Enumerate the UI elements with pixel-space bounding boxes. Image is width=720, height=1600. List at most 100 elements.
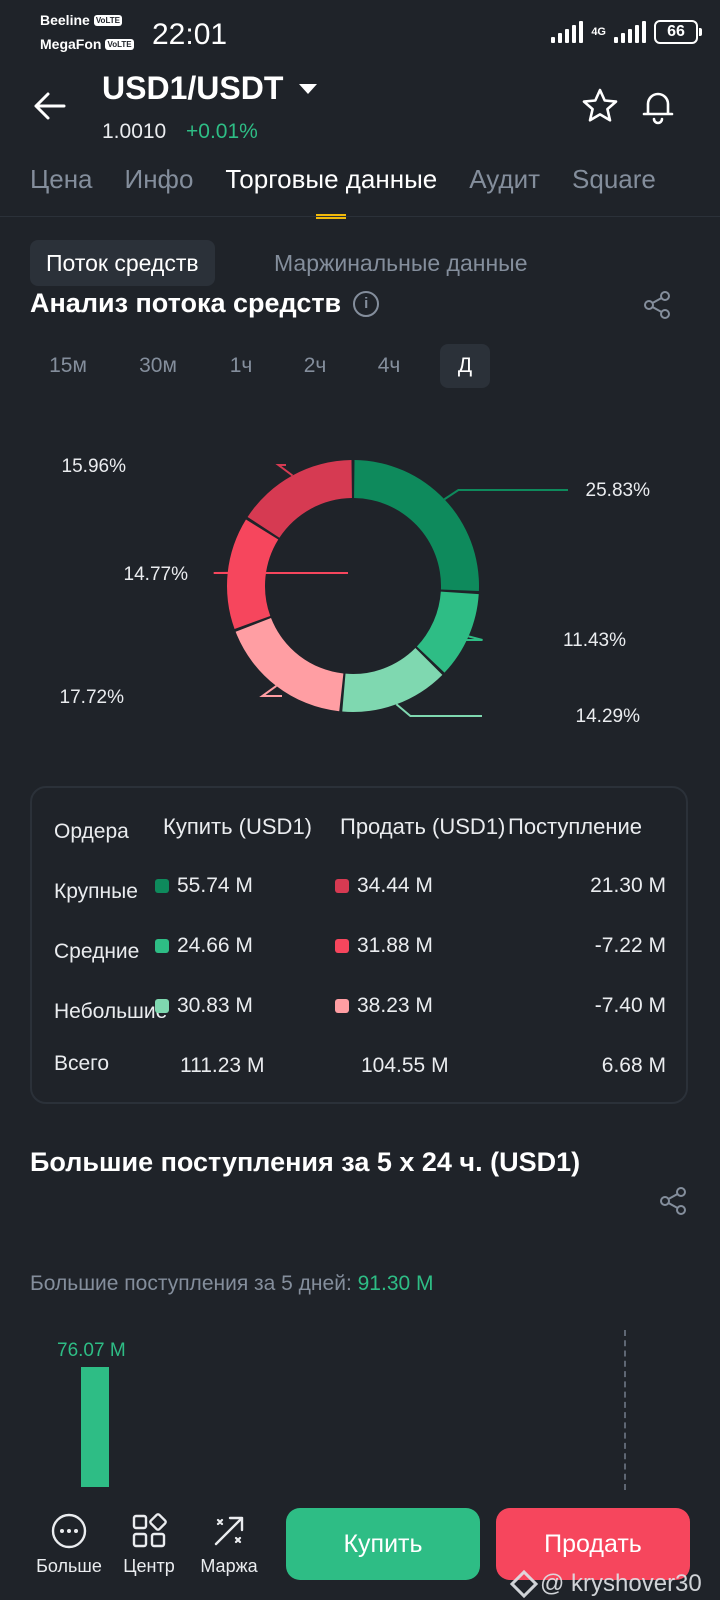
subtab-margin-data[interactable]: Маржинальные данные bbox=[274, 250, 528, 276]
row-label-small: Небольшие bbox=[54, 1000, 168, 1023]
main-tabs: Цена Инфо Торговые данные Аудит Square bbox=[30, 164, 656, 219]
row-label-large: Крупные bbox=[54, 880, 138, 903]
row-label-medium: Средние bbox=[54, 940, 140, 963]
status-time: 22:01 bbox=[152, 18, 228, 51]
sell-medium: 31.88 M bbox=[335, 934, 433, 958]
price-change: +0.01% bbox=[186, 120, 258, 143]
inflow-bar bbox=[81, 1367, 109, 1487]
buy-value: 55.74 M bbox=[177, 874, 253, 897]
info-icon[interactable]: i bbox=[353, 290, 380, 317]
row-label-total: Всего bbox=[54, 1052, 110, 1075]
buy-value: 30.83 M bbox=[177, 994, 253, 1017]
binance-logo-icon bbox=[509, 1569, 539, 1599]
pair-selector[interactable]: USD1/USDT bbox=[102, 70, 318, 107]
leader-line bbox=[259, 685, 282, 697]
nav-margin[interactable]: Маржа bbox=[194, 1512, 264, 1577]
donut-slice bbox=[342, 648, 443, 712]
tab-audit[interactable]: Аудит bbox=[469, 164, 541, 194]
timeframe-2h[interactable]: 2ч bbox=[303, 354, 327, 377]
nav-label: Больше bbox=[36, 1556, 102, 1576]
legend-square bbox=[335, 879, 349, 893]
section-title: Анализ потока средств i bbox=[30, 288, 380, 319]
leader-line bbox=[443, 489, 568, 501]
grid-icon bbox=[132, 1513, 167, 1548]
star-icon[interactable] bbox=[580, 86, 620, 126]
carrier-name: Beeline bbox=[40, 12, 90, 28]
net-small: -7.40 M bbox=[594, 994, 666, 1017]
nav-label: Центр bbox=[123, 1556, 175, 1576]
buy-value: 24.66 M bbox=[177, 934, 253, 957]
bar-value-label: 76.07 M bbox=[57, 1340, 126, 1361]
timeframe-30m[interactable]: 30м bbox=[139, 354, 177, 377]
legend-square bbox=[155, 999, 169, 1013]
carrier-name: MegaFon bbox=[40, 36, 102, 52]
more-icon bbox=[51, 1513, 87, 1549]
status-icons: 4G 66 bbox=[551, 20, 702, 44]
bell-icon[interactable] bbox=[638, 86, 678, 126]
leader-line bbox=[395, 703, 482, 717]
net-medium: -7.22 M bbox=[594, 934, 666, 957]
buy-large: 55.74 M bbox=[155, 874, 253, 898]
donut-slice bbox=[354, 460, 479, 592]
buy-medium: 24.66 M bbox=[155, 934, 253, 958]
volte-badge: VoLTE bbox=[93, 14, 122, 26]
nav-label: Маржа bbox=[200, 1556, 258, 1576]
timeframe-day[interactable]: Д bbox=[440, 344, 490, 388]
legend-square bbox=[335, 999, 349, 1013]
legend-square bbox=[155, 879, 169, 893]
share-icon[interactable] bbox=[642, 290, 672, 320]
margin-icon bbox=[214, 1516, 244, 1546]
timeframe-1h[interactable]: 1ч bbox=[229, 354, 253, 377]
sell-value: 31.88 M bbox=[357, 934, 433, 957]
subtitle-label: Большие поступления за 5 дней: bbox=[30, 1272, 352, 1295]
slice-label: 14.77% bbox=[124, 564, 189, 585]
last-price: 1.0010 bbox=[102, 120, 167, 143]
slice-label: 15.96% bbox=[62, 456, 127, 477]
chevron-down-icon bbox=[299, 83, 318, 94]
sell-large: 34.44 M bbox=[335, 874, 433, 898]
subtitle-value: 91.30 M bbox=[357, 1272, 434, 1295]
carrier-megafon: MegaFon VoLTE bbox=[40, 36, 134, 52]
signal-icon bbox=[551, 21, 584, 43]
tab-trading-data[interactable]: Торговые данные bbox=[225, 164, 438, 219]
back-arrow-icon[interactable] bbox=[30, 86, 70, 126]
buy-button[interactable]: Купить bbox=[286, 1508, 480, 1580]
signal-icon bbox=[614, 21, 646, 43]
tab-price[interactable]: Цена bbox=[30, 164, 93, 194]
tabs-divider bbox=[0, 216, 720, 217]
header-sell: Продать (USD1) bbox=[340, 814, 506, 839]
donut-slice bbox=[416, 591, 479, 673]
tab-label: Торговые данные bbox=[225, 164, 438, 194]
nav-center[interactable]: Центр bbox=[114, 1512, 184, 1577]
net-large: 21.30 M bbox=[590, 874, 666, 897]
header-buy: Купить (USD1) bbox=[163, 814, 313, 839]
leader-line bbox=[275, 464, 294, 477]
leader-line bbox=[466, 635, 483, 641]
slice-label: 17.72% bbox=[60, 687, 125, 708]
donut-slice bbox=[235, 617, 344, 712]
slice-label: 14.29% bbox=[576, 706, 641, 727]
sell-total: 104.55 M bbox=[361, 1054, 449, 1077]
sell-small: 38.23 M bbox=[335, 994, 433, 1018]
header-net: Поступление bbox=[508, 814, 643, 839]
donut-slice bbox=[247, 460, 352, 538]
tab-square[interactable]: Square bbox=[572, 164, 656, 194]
timeframe-15m[interactable]: 15м bbox=[49, 354, 87, 377]
nav-more[interactable]: Больше bbox=[34, 1512, 104, 1577]
network-type: 4G bbox=[591, 26, 606, 38]
header-orders: Ордера bbox=[54, 820, 129, 843]
dashed-guide-line bbox=[624, 1330, 626, 1490]
donut-slice bbox=[227, 519, 279, 629]
tab-info[interactable]: Инфо bbox=[124, 164, 194, 194]
big-inflow-title: Большие поступления за 5 x 24 ч. (USD1) bbox=[30, 1147, 581, 1177]
share-icon[interactable] bbox=[658, 1186, 688, 1216]
watermark-text: @ kryshover30 bbox=[540, 1570, 702, 1597]
slice-label: 11.43% bbox=[563, 630, 626, 651]
watermark: @ kryshover30 bbox=[509, 1569, 702, 1599]
buy-total: 111.23 M bbox=[180, 1054, 265, 1077]
volte-badge: VoLTE bbox=[105, 38, 134, 50]
subtab-fund-flow[interactable]: Поток средств bbox=[30, 240, 215, 286]
big-inflow-subtitle: Большие поступления за 5 дней: 91.30 M bbox=[30, 1272, 434, 1296]
timeframe-4h[interactable]: 4ч bbox=[377, 354, 401, 377]
sell-button[interactable]: Продать bbox=[496, 1508, 690, 1580]
